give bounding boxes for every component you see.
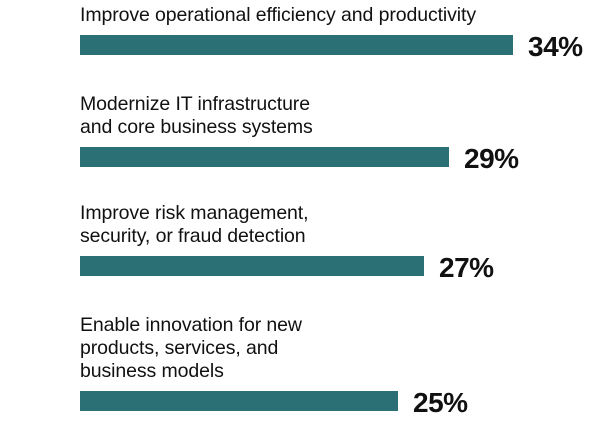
category-label: Modernize IT infrastructure and core busi… xyxy=(80,93,313,139)
category-label-line: security, or fraud detection xyxy=(80,225,306,247)
category-label: Improve operational efficiency and produ… xyxy=(80,4,476,27)
value-label: 27% xyxy=(439,252,494,283)
category-label-line: Enable innovation for new xyxy=(80,314,302,336)
category-label-line: and core business systems xyxy=(80,116,313,138)
category-label: Improve risk management, security, or fra… xyxy=(80,202,309,248)
bar xyxy=(80,147,449,167)
bar xyxy=(80,391,398,411)
category-label-line: business models xyxy=(80,360,224,382)
bar xyxy=(80,35,513,55)
bar xyxy=(80,256,424,276)
category-label-line: Improve operational efficiency and produ… xyxy=(80,4,476,26)
category-label-line: Improve risk management, xyxy=(80,202,309,224)
value-label: 29% xyxy=(464,143,519,174)
value-label: 34% xyxy=(528,31,583,62)
category-label-line: Modernize IT infrastructure xyxy=(80,93,310,115)
category-label-line: products, services, and xyxy=(80,337,279,359)
category-label: Enable innovation for new products, servi… xyxy=(80,314,302,383)
value-label: 25% xyxy=(413,387,468,418)
